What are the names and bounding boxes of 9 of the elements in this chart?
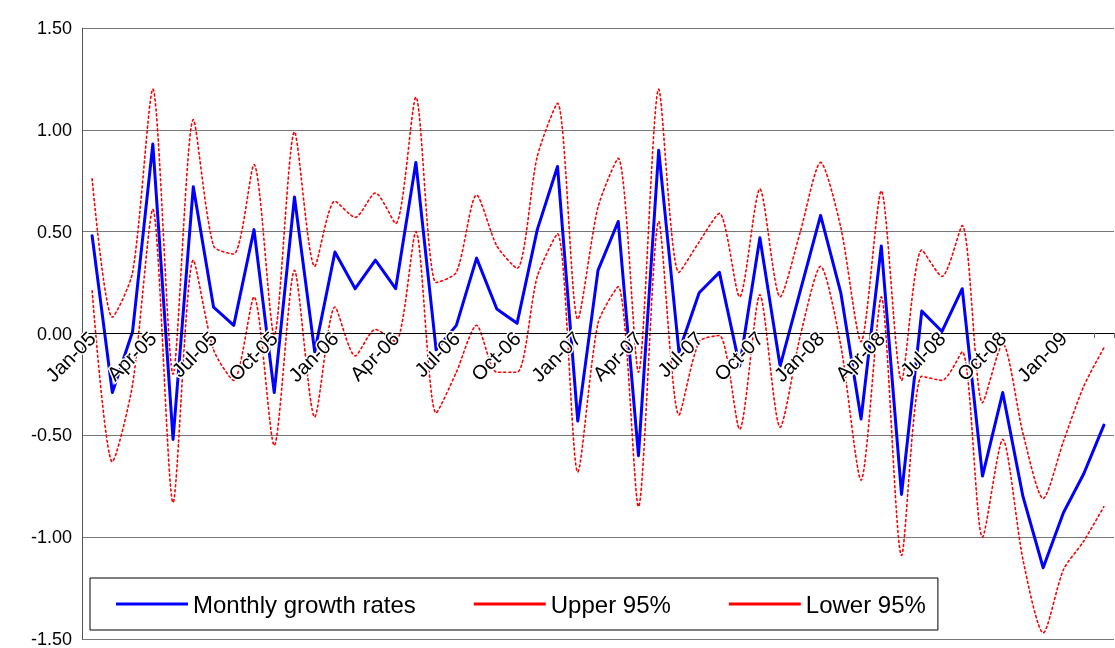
legend-label: Lower 95%	[805, 590, 926, 618]
legend-label: Upper 95%	[550, 590, 671, 618]
y-tick-label: -1.50	[30, 629, 72, 648]
y-tick-label: -1.00	[30, 527, 72, 548]
y-tick-label: 1.50	[36, 18, 72, 38]
y-tick-label: 1.00	[36, 119, 72, 140]
legend-label: Monthly growth rates	[193, 590, 416, 618]
y-tick-label: -0.50	[30, 425, 72, 446]
y-tick-label: 0.50	[36, 221, 72, 242]
